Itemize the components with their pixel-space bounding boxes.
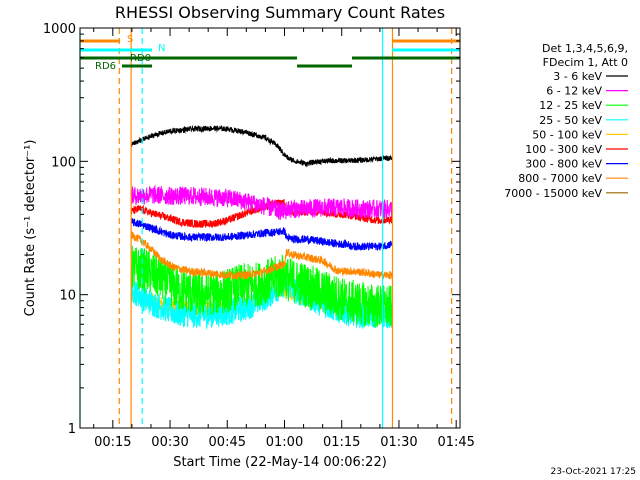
x-tick-label-4: 01:15 [323, 435, 360, 450]
state-label-rd6: RD6 [95, 61, 116, 72]
legend-label-7: 800 - 7000 keV [518, 172, 602, 185]
y-tick-label-1000: 1000 [43, 22, 76, 37]
legend-label-8: 7000 - 15000 keV [504, 187, 602, 200]
x-tick-label-3: 01:00 [266, 435, 303, 450]
state-label-rd0: RD0 [130, 53, 151, 64]
x-axis-label: Start Time (22-May-14 00:06:22) [173, 455, 387, 470]
y-tick-label-100: 100 [51, 155, 76, 170]
legend-header-line-0: Det 1,3,4,5,6,9, [542, 42, 628, 55]
legend-label-2: 12 - 25 keV [539, 99, 602, 112]
series-line-12-25kev [130, 246, 393, 328]
state-label-s: S [127, 34, 133, 45]
y-axis-label: Count Rate (s⁻¹ detector⁻¹) [23, 140, 38, 317]
legend-label-0: 3 - 6 keV [553, 70, 602, 83]
series-line-3-6kev [130, 124, 393, 168]
y-tick-label-10: 10 [59, 289, 76, 304]
legend-label-1: 6 - 12 keV [546, 85, 602, 98]
x-tick-label-1: 00:30 [151, 435, 188, 450]
x-tick-label-0: 00:15 [94, 435, 131, 450]
x-tick-label-5: 01:30 [380, 435, 417, 450]
series-line-800-7000kev [130, 231, 393, 281]
footer-timestamp: 23-Oct-2021 17:25 [551, 467, 636, 477]
x-tick-label-2: 00:45 [209, 435, 246, 450]
legend-label-4: 50 - 100 keV [532, 128, 602, 141]
legend-header-line-1: FDecim 1, Att 0 [543, 56, 628, 69]
plot-frame [79, 27, 461, 429]
chart-title: RHESSI Observing Summary Count Rates [115, 3, 445, 22]
legend-label-5: 100 - 300 keV [525, 143, 602, 156]
legend-label-6: 300 - 800 keV [525, 158, 602, 171]
x-tick-label-6: 01:45 [437, 435, 474, 450]
state-label-n: N [158, 43, 165, 54]
series-line-300-800kev [130, 218, 393, 251]
legend-label-3: 25 - 50 keV [539, 114, 602, 127]
series-line-6-12kev [130, 184, 393, 221]
y-tick-label-1: 1 [68, 422, 76, 437]
